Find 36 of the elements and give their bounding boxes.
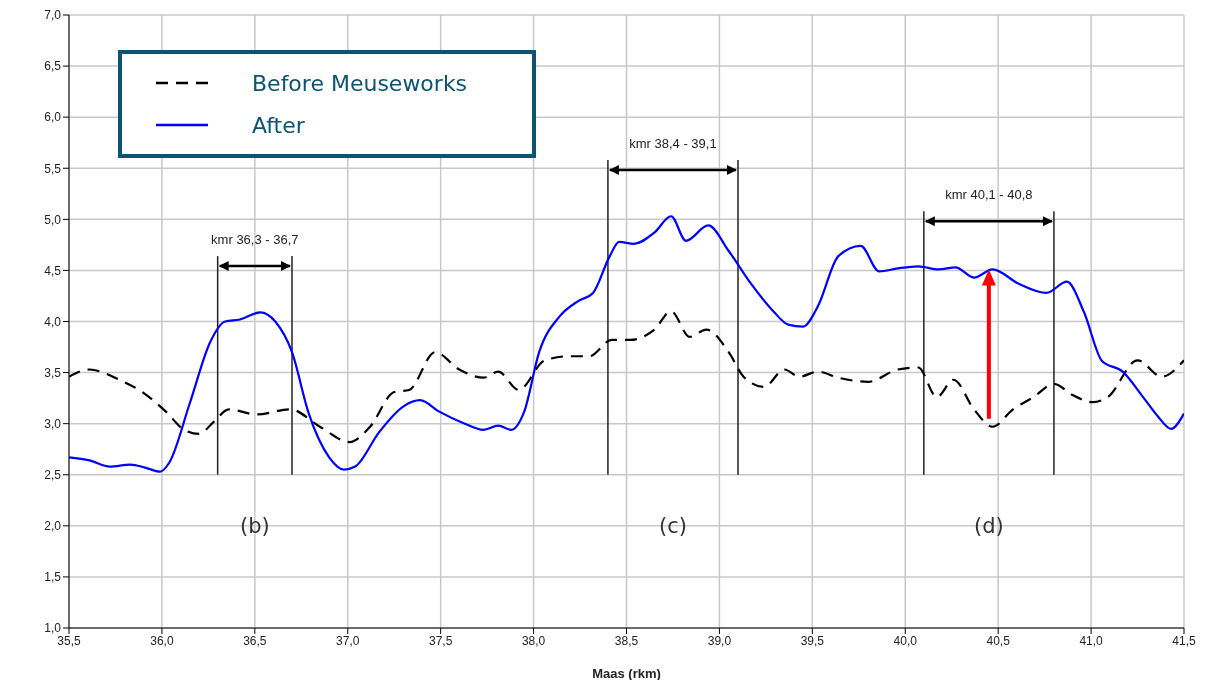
x-tick-label: 37,5 bbox=[428, 633, 453, 648]
y-tick-label: 7,0 bbox=[44, 8, 62, 23]
x-tick-label: 35,5 bbox=[57, 633, 81, 648]
y-tick-label: 4,5 bbox=[44, 263, 62, 278]
x-tick-label: 39,5 bbox=[800, 633, 825, 648]
y-tick-label: 3,5 bbox=[44, 365, 62, 380]
annotation: (d) bbox=[974, 513, 1004, 538]
x-tick-label: 36,0 bbox=[150, 633, 174, 648]
ref-line-label: kmr 40,1 - 40,8 bbox=[945, 187, 1033, 203]
y-tick-label: 4,0 bbox=[44, 314, 62, 329]
y-tick-label: 5,0 bbox=[44, 212, 62, 227]
y-tick-label: 2,0 bbox=[44, 519, 62, 534]
x-tick-label: 38,0 bbox=[521, 633, 546, 648]
annotation: (b) bbox=[239, 513, 270, 538]
x-tick-label: 40,5 bbox=[986, 633, 1011, 648]
legend-label: Before Meuseworks bbox=[252, 70, 468, 96]
x-axis-title: Maas (rkm) bbox=[592, 666, 661, 681]
y-tick-label: 5,5 bbox=[44, 161, 62, 176]
x-tick-label: 41,0 bbox=[1079, 633, 1104, 648]
y-tick-label: 2,5 bbox=[44, 468, 62, 483]
x-tick-label: 41,5 bbox=[1172, 633, 1196, 648]
x-tick-label: 39,0 bbox=[707, 633, 732, 648]
ref-line-label: kmr 36,3 - 36,7 bbox=[211, 232, 299, 248]
y-tick-label: 6,0 bbox=[44, 110, 62, 125]
line-series bbox=[69, 215, 1184, 473]
ref-line-label: kmr 38,4 - 39,1 bbox=[629, 136, 717, 152]
annotation: (c) bbox=[658, 513, 687, 538]
y-tick-label: 3,0 bbox=[44, 416, 62, 431]
legend-label: After bbox=[252, 112, 305, 138]
x-tick-label: 40,0 bbox=[893, 633, 918, 648]
y-tick-label: 1,0 bbox=[44, 621, 62, 636]
x-tick-label: 36,5 bbox=[243, 633, 267, 648]
x-tick-label: 37,0 bbox=[336, 633, 360, 648]
x-tick-label: 38,5 bbox=[614, 633, 639, 648]
y-tick-label: 1,5 bbox=[44, 570, 62, 585]
y-tick-label: 6,5 bbox=[44, 59, 62, 74]
